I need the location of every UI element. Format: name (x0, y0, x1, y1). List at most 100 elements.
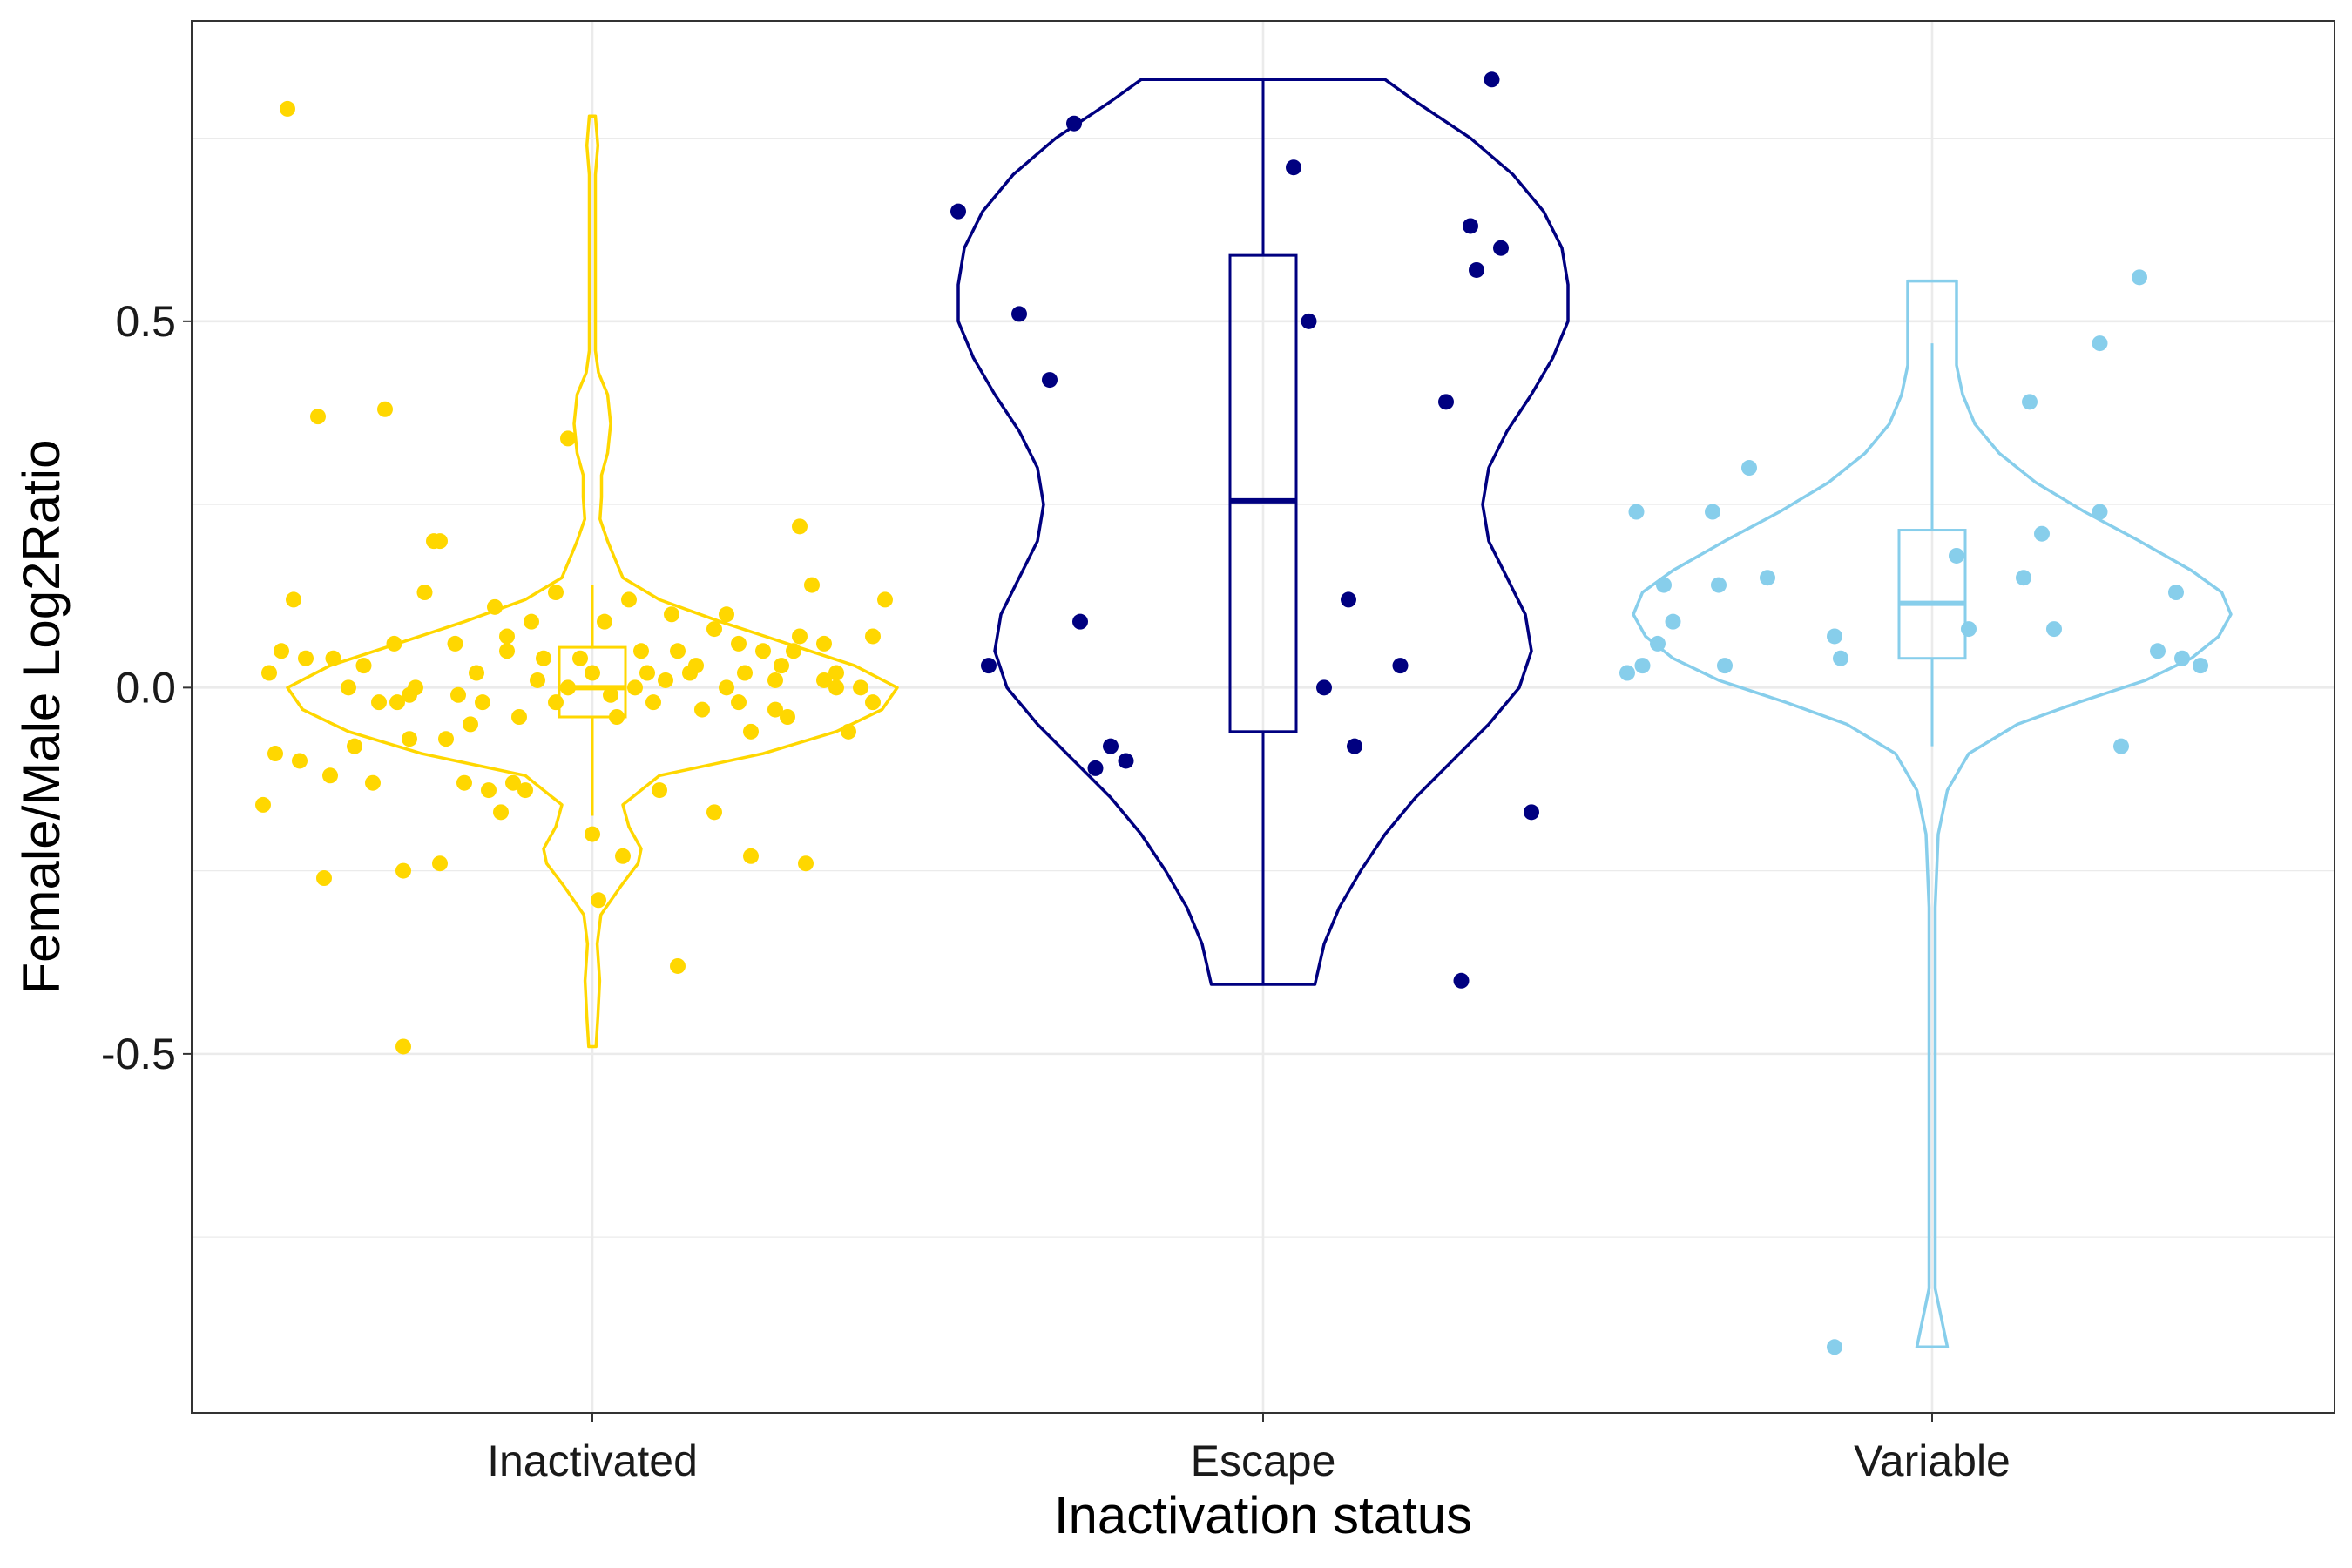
inactivated-point (499, 643, 515, 659)
inactivated-point (438, 731, 454, 747)
variable-point (2092, 504, 2108, 520)
inactivated-point (731, 694, 747, 711)
variable-point (2174, 650, 2190, 666)
variable-point (2150, 643, 2166, 659)
inactivated-point (585, 665, 600, 681)
inactivated-point (292, 753, 308, 769)
variable-point (1961, 621, 1977, 638)
variable-point (1711, 577, 1727, 593)
axes: -0.5 0.0 0.5 Inactivated Escape Variable (101, 297, 2011, 1485)
inactivated-point (652, 782, 667, 799)
inactivated-point (865, 628, 881, 645)
variable-point (2193, 658, 2208, 674)
escape-point (1316, 679, 1332, 696)
inactivated-point (450, 686, 466, 703)
inactivated-violin (286, 114, 899, 1049)
inactivated-point (267, 746, 283, 762)
inactivated-point (475, 694, 490, 711)
inactivated-box (558, 645, 627, 719)
escape-point (1484, 71, 1500, 88)
inactivated-point (609, 709, 625, 725)
escape-point (1042, 372, 1058, 389)
inactivated-point (719, 679, 734, 696)
inactivated-point (731, 635, 747, 652)
y-tick-label: 0.0 (115, 663, 176, 712)
inactivated-point (487, 598, 503, 615)
inactivated-point (694, 701, 710, 718)
inactivated-point (395, 862, 411, 879)
inactivated-point (416, 585, 433, 601)
inactivated-point (261, 665, 277, 681)
inactivated-point (325, 650, 341, 666)
inactivated-point (841, 723, 856, 740)
variable-point (1741, 460, 1757, 476)
inactivated-point (633, 643, 649, 659)
escape-point (1011, 306, 1027, 322)
variable-point (2092, 335, 2108, 352)
escape-point (1066, 115, 1082, 132)
inactivated-point (310, 409, 326, 425)
inactivated-point (456, 774, 472, 791)
inactivated-point (755, 643, 771, 659)
variable-violin (1632, 279, 2233, 1349)
inactivated-point (322, 767, 338, 784)
inactivated-point (274, 643, 289, 659)
inactivated-point (615, 848, 631, 864)
variable-point (1827, 1339, 1842, 1355)
inactivated-point (591, 892, 606, 909)
escape-point (1347, 738, 1362, 754)
inactivated-point (706, 804, 722, 821)
escape-point (1087, 760, 1104, 776)
variable-point (1650, 635, 1666, 652)
inactivated-point (658, 672, 673, 688)
inactivated-point (774, 658, 789, 674)
escape-point (1286, 159, 1301, 176)
escape-point (950, 203, 966, 220)
inactivated-point (767, 701, 783, 718)
y-tick-label: -0.5 (101, 1030, 176, 1078)
inactivated-point (603, 686, 618, 703)
inactivated-point (621, 591, 637, 608)
inactivated-point (365, 774, 381, 791)
inactivated-point (341, 679, 356, 696)
inactivated-point (792, 628, 808, 645)
inactivated-point (719, 606, 734, 623)
inactivated-point (828, 665, 844, 681)
inactivated-point (493, 804, 509, 821)
variable-point (1760, 570, 1775, 586)
inactivated-point (447, 635, 463, 652)
escape-point (1463, 218, 1478, 234)
variable-point (2022, 394, 2038, 410)
inactivated-point (816, 635, 832, 652)
variable-point (1656, 577, 1672, 593)
inactivated-point (389, 694, 405, 711)
inactivated-point (670, 957, 686, 974)
variable-point (2034, 525, 2050, 542)
variable-box (1897, 529, 1967, 660)
x-tick-label: Variable (1854, 1436, 2011, 1485)
inactivated-point (505, 774, 521, 791)
escape-point (1341, 591, 1356, 608)
variable-point (1634, 658, 1651, 674)
inactivated-point (408, 679, 423, 696)
inactivated-point (853, 679, 868, 696)
inactivated-point (511, 709, 527, 725)
inactivated-point (743, 723, 759, 740)
variable-point (1949, 547, 1964, 564)
escape-point (1072, 613, 1088, 630)
data-layer (255, 71, 2233, 1355)
inactivated-point (395, 1038, 411, 1055)
inactivated-point (828, 679, 844, 696)
inactivated-point (432, 855, 448, 872)
inactivated-point (355, 658, 372, 674)
inactivated-point (316, 870, 332, 887)
inactivated-point (560, 430, 576, 447)
inactivated-point (865, 694, 881, 711)
variable-point (1665, 613, 1681, 630)
y-axis-title: Female/Male Log2Ratio (12, 439, 71, 994)
escape-point (1469, 261, 1484, 278)
inactivated-point (780, 709, 795, 725)
inactivated-point (469, 665, 484, 681)
escape-point (1392, 658, 1409, 674)
